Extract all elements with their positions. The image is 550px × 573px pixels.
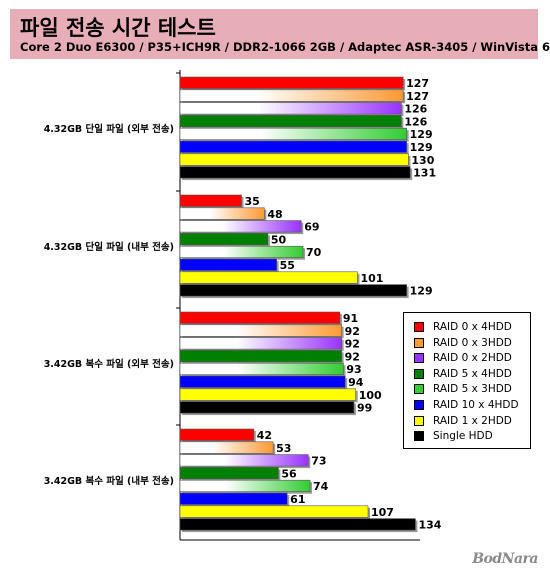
legend-swatch: [414, 400, 424, 410]
legend-swatch: [414, 384, 424, 395]
data-label: 130: [411, 154, 434, 167]
data-label: 129: [410, 285, 433, 298]
legend-item: RAID 1 x 2HDD: [414, 414, 512, 428]
data-label: 101: [360, 272, 383, 285]
legend-swatch: [414, 431, 424, 442]
data-label: 74: [313, 480, 329, 493]
data-label: 92: [345, 338, 360, 351]
bar: [179, 271, 358, 284]
legend-label: RAID 5 x 3HDD: [433, 383, 512, 396]
data-label: 61: [290, 493, 305, 506]
bar: [179, 324, 342, 337]
data-label: 126: [404, 115, 427, 128]
legend-item: RAID 0 x 2HDD: [414, 351, 512, 365]
bar: [179, 505, 369, 518]
bar: [179, 388, 356, 401]
legend-label: RAID 0 x 3HDD: [433, 336, 512, 349]
bar: [179, 441, 274, 454]
data-label: 50: [271, 233, 287, 246]
category-label: 4.32GB 단일 파일 (외부 전송): [44, 123, 174, 135]
legend-label: RAID 0 x 4HDD: [433, 321, 512, 333]
data-label: 94: [348, 376, 364, 389]
data-label: 53: [276, 442, 291, 455]
bar: [179, 284, 407, 297]
bar: [179, 194, 242, 207]
data-label: 69: [304, 221, 319, 234]
data-label: 127: [406, 90, 429, 103]
legend-item: RAID 5 x 4HDD: [414, 367, 512, 381]
bar: [179, 140, 407, 153]
bar: [179, 492, 288, 505]
bar: [179, 518, 416, 531]
data-label: 107: [371, 506, 394, 519]
legend-item: RAID 5 x 3HDD: [414, 382, 512, 396]
data-label: 131: [413, 167, 436, 180]
data-label: 73: [311, 455, 326, 468]
bar: [179, 362, 344, 376]
watermark-logo: BodNara: [472, 551, 538, 567]
bar: [179, 76, 404, 89]
data-label: 129: [410, 141, 433, 154]
legend-swatch: [414, 415, 424, 426]
bar: [179, 479, 311, 493]
legend-item: RAID 0 x 4HDD: [414, 320, 512, 334]
bar: [179, 454, 309, 467]
bar: [179, 102, 402, 115]
data-label: 35: [244, 195, 259, 208]
data-label: 55: [280, 259, 295, 272]
bar: [179, 311, 341, 324]
legend-swatch: [414, 368, 424, 379]
legend-label: RAID 0 x 2HDD: [433, 352, 512, 365]
bar: [179, 428, 255, 441]
legend-label: RAID 1 x 2HDD: [433, 414, 512, 427]
data-label: 92: [345, 350, 360, 363]
data-label: 93: [346, 363, 361, 376]
data-label: 127: [406, 77, 429, 90]
legend-label: Single HDD: [433, 430, 493, 443]
data-label: 42: [257, 429, 272, 442]
bar: [179, 127, 407, 140]
data-label: 134: [418, 519, 441, 532]
legend-swatch: [414, 353, 424, 364]
bar: [179, 401, 355, 414]
legend: RAID 0 x 4HDD RAID 0 x 3HDD RAID 0 x 2HDD R…: [403, 312, 531, 449]
bar: [179, 350, 342, 363]
data-label: 92: [345, 325, 360, 338]
bar: [179, 166, 411, 179]
bar: [179, 337, 342, 350]
category-label: 4.32GB 단일 파일 (내부 전송): [44, 241, 174, 253]
data-label: 129: [410, 128, 433, 141]
title-banner: 파일 전송 시간 테스트 Core 2 Duo E6300 / P35+ICH9…: [10, 9, 550, 59]
legend-label: RAID 10 x 4HDD: [433, 399, 519, 411]
bar: [179, 245, 304, 258]
legend-item: Single HDD: [414, 429, 493, 443]
chart-title: 파일 전송 시간 테스트: [20, 16, 216, 40]
data-label: 56: [281, 467, 297, 480]
bar: [179, 89, 404, 102]
legend-item: RAID 0 x 3HDD: [414, 336, 512, 350]
data-label: 99: [357, 402, 372, 415]
bar: [179, 258, 277, 271]
category-label: 3.42GB 복수 파일 (내부 전송): [44, 475, 174, 487]
data-label: 70: [306, 246, 322, 259]
bar: [179, 207, 265, 220]
bar: [179, 153, 409, 166]
bar: [179, 375, 346, 388]
bar: [179, 115, 402, 128]
category-label: 3.42GB 복수 파일 (외부 전송): [44, 358, 174, 370]
bar: [179, 233, 269, 246]
bar: [179, 467, 279, 480]
legend-label: RAID 5 x 4HDD: [433, 367, 512, 380]
data-label: 126: [404, 103, 427, 116]
data-label: 91: [343, 312, 358, 325]
legend-swatch: [414, 322, 424, 332]
legend-item: RAID 10 x 4HDD: [414, 398, 519, 412]
data-label: 48: [267, 208, 282, 221]
data-label: 100: [359, 389, 382, 402]
legend-swatch: [414, 337, 424, 348]
chart-subtitle: Core 2 Duo E6300 / P35+ICH9R / DDR2-1066…: [20, 40, 550, 54]
bar: [179, 220, 302, 233]
